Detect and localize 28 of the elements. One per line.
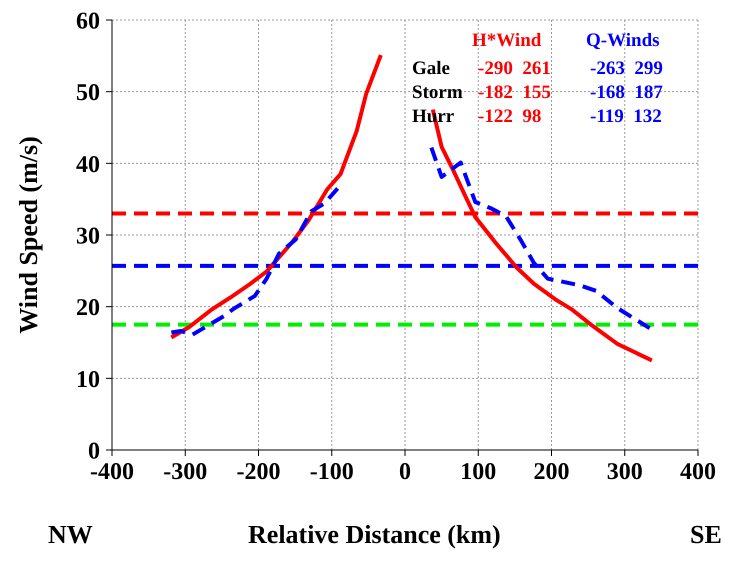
x-tick-label: -200 (236, 459, 280, 486)
text: NW (48, 520, 93, 550)
y-tick-label: 60 (76, 8, 100, 35)
y-tick-label: 40 (76, 152, 100, 178)
x-tick-label: 200 (534, 459, 570, 486)
annotation: Storm (412, 82, 463, 104)
y-tick-label: 50 (76, 80, 100, 106)
x-axis-title: Relative Distance (km) (248, 520, 501, 550)
x-tick-label: 400 (680, 459, 716, 486)
annotation: -168 187 (590, 82, 663, 104)
x-tick-label: -100 (310, 459, 354, 486)
y-tick-label: 10 (76, 366, 100, 393)
x-tick-label: 300 (606, 459, 643, 486)
y-axis-title: Wind Speed (m/s) (14, 136, 44, 334)
x-tick-label: 0 (399, 459, 411, 486)
x-tick-label: 100 (460, 459, 496, 486)
y-tick-label: 30 (76, 224, 100, 250)
annotation: -263 299 (590, 58, 663, 80)
annotation: -290 261 (478, 58, 551, 80)
annotation: -182 155 (478, 82, 551, 104)
y-tick-label: 20 (76, 295, 100, 322)
text: SE (690, 520, 722, 550)
annotation: -122 98 (478, 106, 542, 128)
text: Q-Winds (586, 30, 660, 52)
annotation: Gale (412, 58, 450, 80)
x-tick-label: -300 (163, 459, 208, 486)
annotation: -119 132 (590, 106, 662, 128)
text: H*Wind (472, 30, 542, 52)
